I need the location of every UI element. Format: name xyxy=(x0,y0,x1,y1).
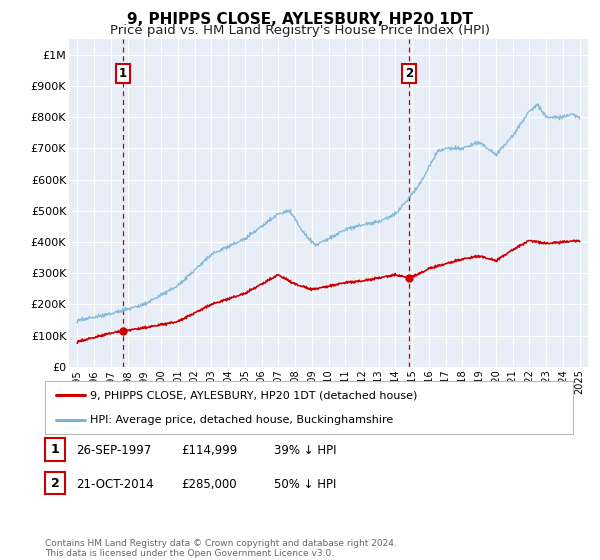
Text: 2: 2 xyxy=(50,477,59,490)
Text: Contains HM Land Registry data © Crown copyright and database right 2024.
This d: Contains HM Land Registry data © Crown c… xyxy=(45,539,397,558)
Text: 2: 2 xyxy=(405,67,413,80)
Text: HPI: Average price, detached house, Buckinghamshire: HPI: Average price, detached house, Buck… xyxy=(90,414,393,424)
Text: 39% ↓ HPI: 39% ↓ HPI xyxy=(274,444,337,458)
Text: £285,000: £285,000 xyxy=(181,478,237,491)
Text: 1: 1 xyxy=(50,443,59,456)
Text: Price paid vs. HM Land Registry's House Price Index (HPI): Price paid vs. HM Land Registry's House … xyxy=(110,24,490,37)
Text: 21-OCT-2014: 21-OCT-2014 xyxy=(76,478,154,491)
Text: 50% ↓ HPI: 50% ↓ HPI xyxy=(274,478,337,491)
Text: 9, PHIPPS CLOSE, AYLESBURY, HP20 1DT (detached house): 9, PHIPPS CLOSE, AYLESBURY, HP20 1DT (de… xyxy=(90,390,417,400)
Text: 9, PHIPPS CLOSE, AYLESBURY, HP20 1DT: 9, PHIPPS CLOSE, AYLESBURY, HP20 1DT xyxy=(127,12,473,27)
Text: 1: 1 xyxy=(119,67,127,80)
Text: £114,999: £114,999 xyxy=(181,444,238,458)
Text: 26-SEP-1997: 26-SEP-1997 xyxy=(76,444,151,458)
